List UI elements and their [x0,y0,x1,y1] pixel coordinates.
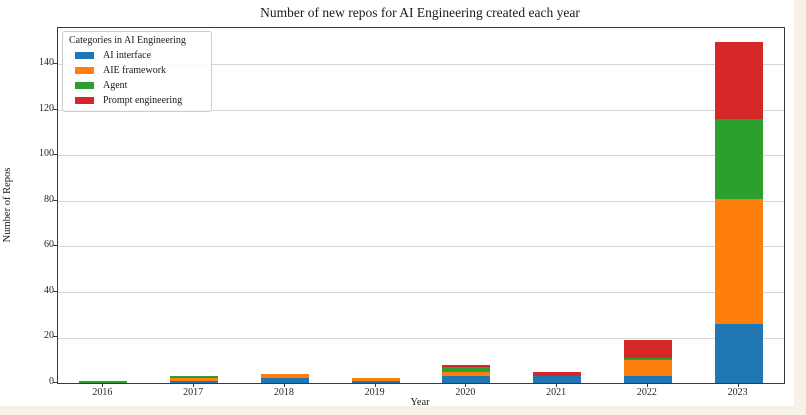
y-tick-label-20: 20 [44,330,54,342]
x-tick-label-2019: 2019 [364,387,385,398]
y-tick-label-140: 140 [39,57,54,69]
legend-label-aie-framework: AIE framework [103,65,167,76]
y-tick-mark-20 [53,336,57,338]
y-tick-label-100: 100 [39,148,54,160]
gridline-40 [58,291,784,293]
bar-2016-agent [79,380,128,383]
y-tick-label-120: 120 [39,102,54,114]
x-tick-mark-2022 [646,383,648,387]
x-tick-label-2021: 2021 [546,387,567,398]
bar-2019-aie-framework [351,378,400,381]
y-tick-mark-120 [53,108,57,110]
gridline-60 [58,246,784,248]
bar-2017-ai-interface [170,380,219,383]
gridline-140 [58,64,784,66]
bar-2020-aie-framework [442,371,491,377]
bar-2023-agent [714,119,763,199]
legend-title: Categories in AI Engineering [69,35,186,46]
y-axis-label: Number of Repos [2,167,13,243]
bar-2020-agent [442,367,491,372]
x-tick-mark-2023 [737,383,739,387]
y-tick-mark-80 [53,199,57,201]
bar-2018-ai-interface [260,378,309,383]
y-tick-mark-40 [53,290,57,292]
y-tick-label-80: 80 [44,193,54,205]
y-tick-label-60: 60 [44,239,54,251]
prompt-engineering-swatch [75,97,94,104]
y-tick-mark-100 [53,154,57,156]
legend-label-ai-interface: AI interface [103,50,152,61]
x-tick-mark-2021 [556,383,558,387]
x-axis-label: Year [410,397,430,408]
legend: Categories in AI Engineering AI interfac… [62,31,212,112]
y-tick-mark-0 [53,382,57,383]
x-tick-mark-2017 [193,383,195,387]
bar-2022-prompt-engineering [623,339,672,358]
y-tick-mark-60 [53,245,57,247]
bar-2021-ai-interface [533,376,582,383]
gridline-20 [58,337,784,339]
chart-figure: Number of new repos for AI Engineering c… [0,0,794,408]
x-tick-label-2023: 2023 [727,387,748,398]
legend-label-prompt-engineering: Prompt engineering [103,95,183,106]
x-tick-label-2016: 2016 [92,387,113,398]
y-tick-mark-140 [53,63,57,65]
bar-2022-ai-interface [623,376,672,383]
x-tick-label-2018: 2018 [273,387,294,398]
legend-item-ai-interface: AI interface [69,50,205,61]
legend-item-aie-framework: AIE framework [69,65,205,76]
legend-item-agent: Agent [69,80,205,91]
x-tick-mark-2020 [465,383,467,387]
plot-area: Categories in AI Engineering AI interfac… [57,27,785,384]
bar-2022-aie-framework [623,360,672,377]
x-tick-label-2020: 2020 [455,387,476,398]
bar-2021-prompt-engineering [533,371,582,377]
bar-2023-aie-framework [714,198,763,324]
agent-swatch [75,82,94,89]
gridline-80 [58,200,784,202]
y-tick-label-0: 0 [49,376,54,387]
bar-2017-aie-framework [170,378,219,381]
ai-interface-swatch [75,52,94,59]
x-tick-mark-2016 [102,383,104,387]
legend-item-prompt-engineering: Prompt engineering [69,95,205,106]
x-tick-mark-2018 [283,383,285,387]
bar-2020-ai-interface [442,376,491,383]
legend-items: AI interface AIE framework Agent Prompt eng… [69,50,205,106]
bar-2022-agent [623,357,672,361]
bar-2023-ai-interface [714,323,763,383]
gridline-120 [58,109,784,111]
bar-2020-prompt-engineering [442,364,491,368]
x-tick-label-2022: 2022 [636,387,657,398]
x-tick-mark-2019 [374,383,376,387]
bar-2019-ai-interface [351,380,400,383]
bar-2017-agent [170,376,219,379]
bar-2018-aie-framework [260,373,309,379]
bar-2023-prompt-engineering [714,41,763,120]
aie-framework-swatch [75,67,94,74]
chart-title: Number of new repos for AI Engineering c… [260,5,580,20]
x-tick-label-2017: 2017 [183,387,204,398]
legend-label-agent: Agent [103,80,128,91]
gridline-100 [58,155,784,157]
y-tick-label-40: 40 [44,284,54,296]
